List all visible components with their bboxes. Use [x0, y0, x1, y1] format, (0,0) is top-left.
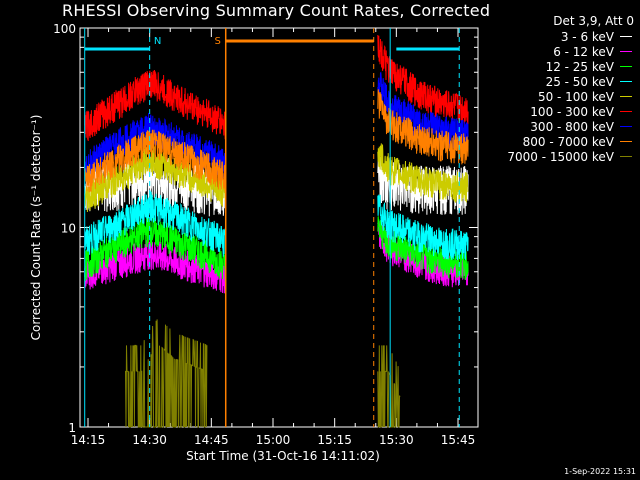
legend-entry: 3 - 6 keV	[478, 29, 638, 44]
series-line-4-1	[377, 143, 469, 203]
series-line-0-1	[377, 156, 469, 215]
x-tick-label: 15:45	[441, 433, 476, 447]
series-line-8-1	[377, 345, 401, 428]
y-tick-label: 1	[68, 421, 76, 435]
legend-swatch	[620, 66, 632, 67]
series-line-3-0	[84, 190, 227, 257]
y-tick-label: 10	[61, 222, 76, 236]
series-line-8-0	[125, 319, 208, 428]
legend-swatch	[620, 96, 632, 97]
legend-rows: 3 - 6 keV 6 - 12 keV 12 - 25 keV 25 - 50 ke…	[478, 29, 638, 164]
legend-entry-label: 7000 - 15000 keV	[507, 149, 614, 164]
x-axis-label: Start Time (31-Oct-16 14:11:02)	[186, 449, 380, 463]
legend-entry-label: 300 - 800 keV	[530, 119, 614, 134]
legend-swatch	[620, 141, 632, 142]
legend-entry: 100 - 300 keV	[478, 104, 638, 119]
legend-entry: 50 - 100 keV	[478, 89, 638, 104]
legend-swatch	[620, 81, 632, 82]
series-line-7-1	[377, 89, 469, 165]
plot-layer: 1 10 100 14:15 14:30 14:45 15:00 15:15 15:30 15:4…	[29, 22, 479, 463]
legend-swatch	[620, 111, 632, 112]
series-line-2-1	[377, 216, 469, 281]
legend-swatch	[620, 156, 632, 157]
chart-title: RHESSI Observing Summary Count Rates, Co…	[62, 1, 491, 20]
y-axis-label: Corrected Count Rate (s⁻¹ detector⁻¹)	[29, 115, 43, 341]
legend-entry-label: 800 - 7000 keV	[522, 134, 614, 149]
series-line-5-0	[84, 69, 227, 142]
legend-entry: 800 - 7000 keV	[478, 134, 638, 149]
y-tick-label: 100	[53, 22, 76, 36]
legend-entry-label: 50 - 100 keV	[537, 89, 614, 104]
legend-entry-label: 12 - 25 keV	[545, 59, 614, 74]
x-tick-label: 14:30	[132, 433, 167, 447]
x-tick-label: 14:45	[194, 433, 229, 447]
legend-header: Det 3,9, Att 0	[553, 14, 634, 28]
legend-entry-label: 25 - 50 keV	[545, 74, 614, 89]
x-tick-label: 15:15	[317, 433, 352, 447]
legend-entry-label: 6 - 12 keV	[553, 44, 614, 59]
series-line-1-0	[84, 238, 227, 294]
legend-entry-label: 100 - 300 keV	[530, 104, 614, 119]
x-tick-label: 15:30	[379, 433, 414, 447]
series-line-4-0	[84, 146, 227, 213]
series-line-5-1	[377, 34, 469, 125]
legend-entry: 12 - 25 keV	[478, 59, 638, 74]
annotation-n: N	[154, 36, 161, 47]
x-tick-label: 14:15	[71, 433, 106, 447]
annotation-s: S	[215, 36, 221, 47]
legend-swatch	[620, 126, 632, 127]
series-line-7-0	[84, 129, 227, 193]
legend-entry: 300 - 800 keV	[478, 119, 638, 134]
legend-swatch	[620, 36, 632, 37]
legend-entry: 7000 - 15000 keV	[478, 149, 638, 164]
date-stamp: 1-Sep-2022 15:31	[564, 467, 636, 476]
series-line-3-1	[377, 194, 469, 261]
legend-swatch	[620, 51, 632, 52]
legend-entry: 6 - 12 keV	[478, 44, 638, 59]
legend: Det 3,9, Att 0 3 - 6 keV 6 - 12 keV 12 - 2…	[478, 14, 638, 164]
x-tick-label: 15:00	[256, 433, 291, 447]
legend-entry-label: 3 - 6 keV	[560, 29, 614, 44]
legend-entry: 25 - 50 keV	[478, 74, 638, 89]
